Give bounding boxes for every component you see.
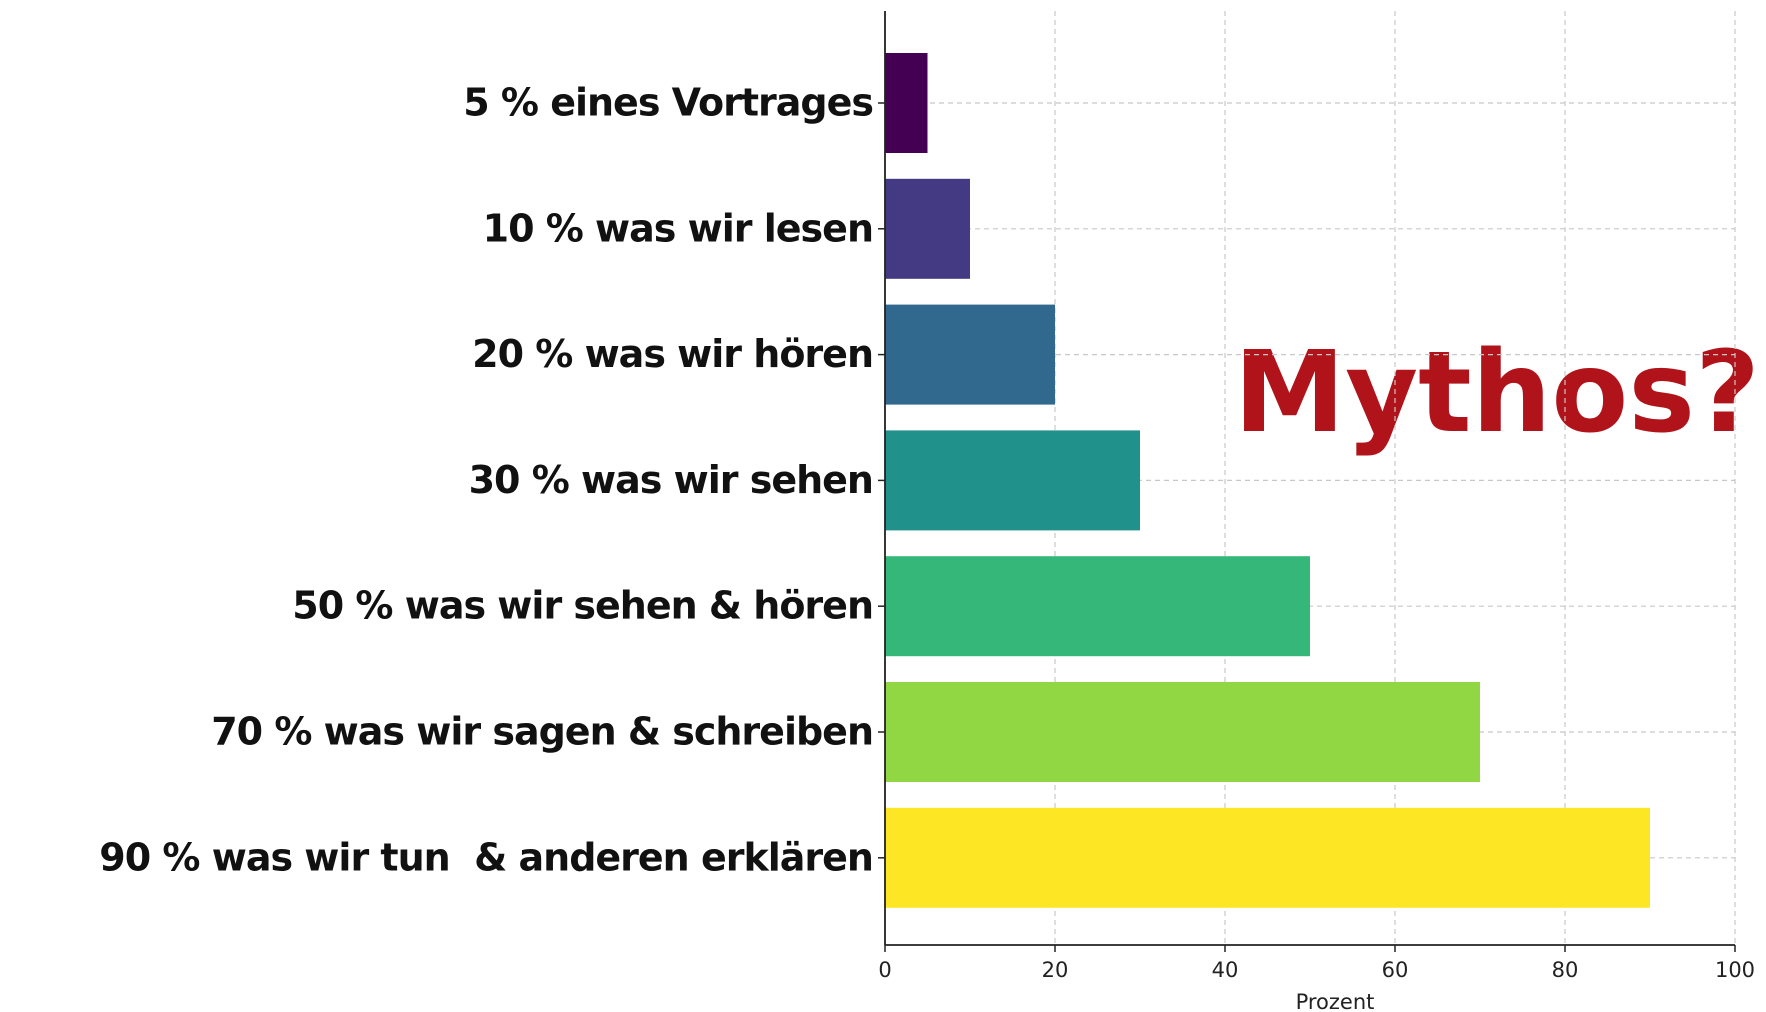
x-tick-label: 0 — [878, 958, 891, 982]
bar — [885, 430, 1140, 531]
bar — [885, 304, 1055, 405]
y-tick-label: 5 % eines Vortrages — [463, 81, 873, 125]
x-tick-label: 20 — [1042, 958, 1069, 982]
y-tick-label: 70 % was wir sagen & schreiben — [211, 710, 873, 754]
x-axis-label: Prozent — [1296, 990, 1375, 1012]
bar — [885, 682, 1480, 782]
y-tick-label: 90 % was wir tun & anderen erklären — [99, 835, 873, 879]
x-tick-label: 80 — [1552, 958, 1579, 982]
x-tick-label: 40 — [1212, 958, 1239, 982]
y-tick-label: 50 % was wir sehen & hören — [292, 584, 873, 628]
bar — [885, 807, 1650, 908]
y-tick-label: 20 % was wir hören — [472, 332, 873, 376]
bar — [885, 53, 928, 153]
bar — [885, 178, 970, 279]
annotation: Mythos? — [1234, 328, 1760, 458]
y-tick-label: 10 % was wir lesen — [483, 206, 873, 250]
y-tick-label: 30 % was wir sehen — [469, 458, 873, 502]
x-tick-label: 100 — [1715, 958, 1755, 982]
x-tick-label: 60 — [1382, 958, 1409, 982]
bar — [885, 556, 1310, 657]
